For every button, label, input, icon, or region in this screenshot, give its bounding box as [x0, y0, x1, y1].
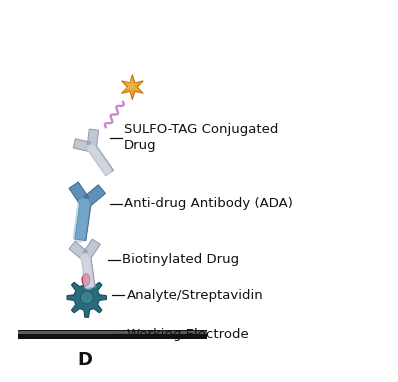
Ellipse shape: [82, 274, 90, 286]
Polygon shape: [80, 291, 93, 304]
Text: Anti-drug Antibody (ADA): Anti-drug Antibody (ADA): [124, 197, 293, 210]
Polygon shape: [121, 74, 143, 100]
Bar: [18, 331, 207, 334]
Text: D: D: [77, 351, 92, 369]
Text: Biotinylated Drug: Biotinylated Drug: [122, 253, 239, 266]
Polygon shape: [69, 182, 105, 241]
Text: SULFO-TAG Conjugated
Drug: SULFO-TAG Conjugated Drug: [124, 123, 278, 152]
Polygon shape: [125, 79, 138, 94]
Bar: [18, 330, 207, 339]
Polygon shape: [73, 129, 113, 176]
Polygon shape: [69, 239, 100, 288]
Text: Analyte/Streptavidin: Analyte/Streptavidin: [127, 289, 263, 302]
Text: Working Electrode: Working Electrode: [127, 328, 248, 341]
Ellipse shape: [83, 276, 86, 280]
Polygon shape: [67, 278, 106, 317]
